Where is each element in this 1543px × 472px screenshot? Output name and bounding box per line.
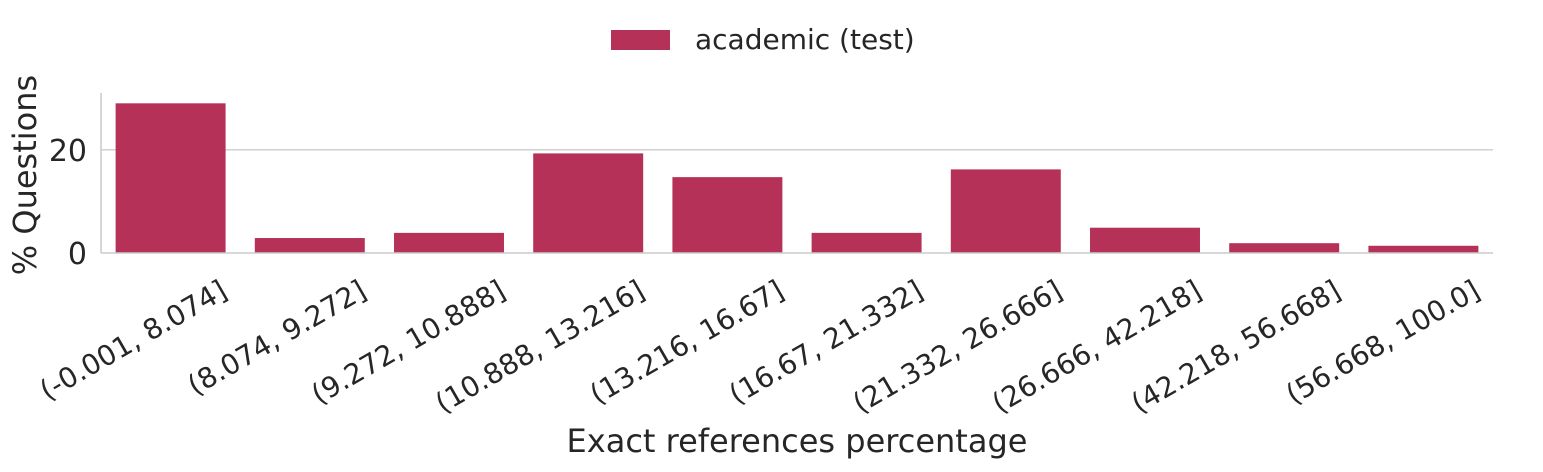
bar <box>672 177 783 253</box>
bar <box>811 232 922 253</box>
legend: academic (test) <box>611 23 915 56</box>
legend-label: academic (test) <box>695 23 915 56</box>
bar <box>950 169 1061 253</box>
legend-swatch <box>611 30 670 50</box>
x-axis-label: Exact references percentage <box>567 422 1028 460</box>
x-tick-labels: (-0.001, 8.074](8.074, 9.272](9.272, 10.… <box>34 273 1485 419</box>
y-tick-label: 0 <box>68 237 87 272</box>
bar <box>533 153 644 253</box>
axes <box>100 93 1493 254</box>
bar <box>1090 227 1200 253</box>
y-tick-labels: 0 20 <box>49 134 87 272</box>
bars <box>115 103 1479 254</box>
bar <box>1368 245 1479 253</box>
bar <box>394 232 504 253</box>
y-tick-label: 20 <box>49 134 87 169</box>
bar <box>254 238 365 253</box>
y-axis-label: % Questions <box>6 75 44 275</box>
bar <box>1229 243 1340 253</box>
bar <box>115 103 226 254</box>
